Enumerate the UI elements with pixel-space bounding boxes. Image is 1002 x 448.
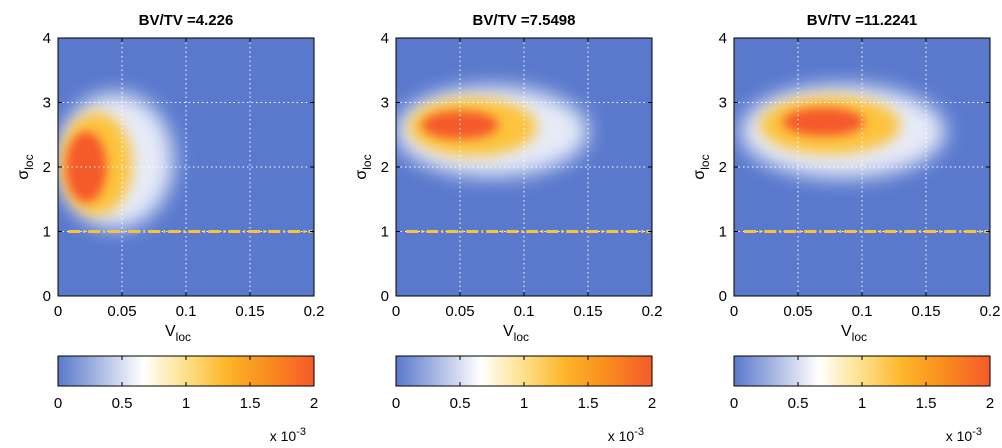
x-tick-label: 0.1: [852, 303, 873, 320]
x-tick-label: 0.2: [642, 303, 663, 320]
colorbar-tick-label: 0: [54, 395, 62, 412]
y-axis-label: σloc: [691, 154, 712, 179]
y-tick-label: 3: [43, 95, 51, 112]
x-tick-label: 0.05: [783, 303, 812, 320]
chart-panel-3: 0 0.05 0.1 0.15 0.2 0 1 2 3 4 BV/TV =11.2241 Vloc σl…: [691, 12, 1000, 444]
y-tick-label: 0: [719, 288, 727, 305]
y-axis-label: σloc: [353, 154, 374, 179]
colorbar: 0 0.5 1 1.5 2x 10-3: [730, 355, 994, 444]
chart-title: BV/TV =7.5498: [473, 12, 576, 29]
colorbar-tick-label: 0: [392, 395, 400, 412]
x-tick-label: 0.15: [235, 303, 264, 320]
colorbar-gradient: [58, 356, 314, 386]
x-axis-label: Vloc: [503, 323, 529, 344]
colorbar-tick-label: 1: [520, 395, 528, 412]
y-axis-label: σloc: [15, 154, 36, 179]
x-axis-label: Vloc: [841, 323, 867, 344]
y-tick-label: 4: [381, 30, 389, 47]
y-tick-label: 1: [719, 224, 727, 241]
y-tick-label: 3: [381, 95, 389, 112]
y-tick-label: 1: [381, 224, 389, 241]
colorbar-tick-label: 0.5: [450, 395, 471, 412]
y-tick-label: 3: [719, 95, 727, 112]
y-tick-label: 4: [719, 30, 727, 47]
x-tick-label: 0.2: [304, 303, 325, 320]
colorbar-exponent: x 10-3: [608, 426, 644, 444]
colorbar-tick-label: 2: [648, 395, 656, 412]
chart-title: BV/TV =4.226: [139, 12, 234, 29]
x-tick-label: 0.05: [107, 303, 136, 320]
colorbar: 0 0.5 1 1.5 2x 10-3: [392, 355, 656, 444]
colorbar-gradient: [734, 356, 990, 386]
x-tick-label: 0.1: [514, 303, 535, 320]
y-tick-label: 0: [43, 288, 51, 305]
x-tick-label: 0.2: [980, 303, 1001, 320]
y-tick-label: 4: [43, 30, 51, 47]
colorbar-tick-label: 2: [986, 395, 994, 412]
colorbar-tick-label: 1.5: [578, 395, 599, 412]
x-tick-label: 0.15: [911, 303, 940, 320]
colorbar-tick-label: 2: [310, 395, 318, 412]
colorbar-tick-label: 0.5: [788, 395, 809, 412]
chart-title: BV/TV =11.2241: [807, 12, 918, 29]
colorbar-tick-label: 1.5: [240, 395, 261, 412]
y-tick-label: 2: [381, 159, 389, 176]
y-tick-label: 1: [43, 224, 51, 241]
density-map: [396, 86, 588, 177]
y-tick-label: 2: [719, 159, 727, 176]
chart-panel-2: 0 0.05 0.1 0.15 0.2 0 1 2 3 4 BV/TV =7.5498 Vloc σlo…: [353, 12, 662, 444]
x-tick-label: 0.15: [573, 303, 602, 320]
colorbar-tick-label: 1.5: [916, 395, 937, 412]
x-tick-label: 0: [54, 303, 62, 320]
colorbar: 0 0.5 1 1.5 2x 10-3: [54, 355, 318, 444]
colorbar-tick-label: 1: [858, 395, 866, 412]
x-tick-label: 0: [730, 303, 738, 320]
density-peak: [421, 110, 499, 140]
y-tick-label: 0: [381, 288, 389, 305]
x-tick-label: 0.05: [445, 303, 474, 320]
x-axis-label: Vloc: [165, 323, 191, 344]
x-tick-label: 0.1: [176, 303, 197, 320]
density-map: [58, 92, 174, 229]
colorbar-tick-label: 0: [730, 395, 738, 412]
colorbar-gradient: [396, 356, 652, 386]
density-peak: [782, 107, 865, 137]
colorbar-exponent: x 10-3: [270, 426, 306, 444]
chart-panel-1: 0 0.05 0.1 0.15 0.2 0 1 2 3 4 BV/TV =4.226 Vloc σloc…: [15, 12, 324, 444]
y-tick-label: 2: [43, 159, 51, 176]
x-tick-label: 0: [392, 303, 400, 320]
density-map: [740, 85, 946, 178]
colorbar-tick-label: 0.5: [112, 395, 133, 412]
colorbar-exponent: x 10-3: [946, 426, 982, 444]
colorbar-tick-label: 1: [182, 395, 190, 412]
